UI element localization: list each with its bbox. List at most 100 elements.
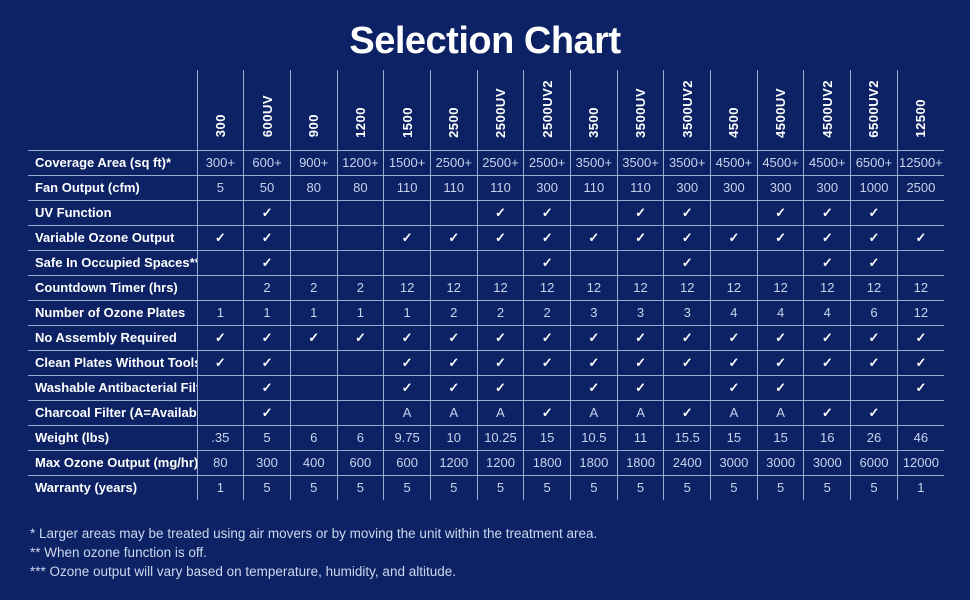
- check-icon: ✓: [214, 229, 226, 245]
- check-icon: ✓: [588, 354, 600, 370]
- check-icon: ✓: [588, 329, 600, 345]
- check-icon: ✓: [681, 204, 693, 220]
- check-icon: ✓: [541, 204, 553, 220]
- cell-check: ✓: [196, 349, 244, 375]
- cell-value: 12: [476, 274, 524, 300]
- cell-value: 46: [896, 424, 944, 450]
- cell-value: 15: [756, 424, 804, 450]
- column-header-label: 2500: [446, 106, 462, 138]
- cell-value: 2500+: [429, 149, 478, 175]
- cell-value: 80: [336, 174, 384, 200]
- check-icon: ✓: [635, 204, 646, 220]
- cell-value: 1: [196, 299, 244, 325]
- check-icon: ✓: [541, 354, 553, 370]
- check-icon: ✓: [728, 229, 740, 245]
- cell-value: 12: [383, 274, 431, 300]
- cell-value: 6: [289, 424, 338, 450]
- cell-value: 2500: [896, 174, 944, 200]
- column-header-300: 300: [196, 70, 244, 150]
- table-row: Coverage Area (sq ft)* 300+ 600+ 900+ 1200+ 1…: [28, 149, 944, 175]
- cell-value: [429, 249, 478, 275]
- cell-value: 5: [803, 474, 851, 500]
- cell-value: [663, 374, 711, 400]
- check-icon: ✓: [681, 329, 693, 345]
- cell-value: 5: [289, 474, 338, 500]
- table-row: Charcoal Filter (A=Available) ✓ A A A ✓ A A ✓ A A ✓…: [28, 399, 944, 425]
- row-label: No Assembly Required: [28, 324, 197, 350]
- cell-check: ✓: [803, 249, 851, 275]
- cell-value: [196, 274, 244, 300]
- column-header-600uv: 600UV: [243, 70, 291, 150]
- check-icon: ✓: [915, 354, 927, 370]
- cell-value: 1000: [850, 174, 898, 200]
- cell-check: ✓: [710, 224, 758, 250]
- check-icon: ✓: [448, 379, 460, 395]
- column-header-1500: 1500: [383, 70, 431, 150]
- cell-value: [616, 249, 664, 275]
- check-icon: ✓: [261, 329, 273, 345]
- cell-value: 5: [616, 474, 664, 500]
- check-icon: ✓: [821, 404, 833, 420]
- cell-check: ✓: [243, 224, 291, 250]
- table-row: Clean Plates Without Tools ✓ ✓ ✓ ✓ ✓ ✓ ✓ ✓ ✓ ✓ ✓ ✓ ✓ ✓: [28, 349, 944, 375]
- column-header-label: 2500UV2: [539, 79, 555, 138]
- cell-value: 5: [663, 474, 711, 500]
- table-row: Weight (lbs) .35 5 6 6 9.75 10 10.25 15 10.5 11 15.…: [28, 424, 944, 450]
- footnote-occupied: ** When ozone function is off.: [30, 545, 207, 560]
- cell-value: [570, 249, 618, 275]
- check-icon: ✓: [635, 354, 646, 370]
- check-icon: ✓: [775, 329, 787, 345]
- cell-value: [336, 249, 384, 275]
- cell-value: 12: [850, 274, 898, 300]
- check-icon: ✓: [728, 354, 740, 370]
- cell-check: ✓: [243, 374, 291, 400]
- cell-check: ✓: [476, 324, 524, 350]
- cell-check: ✓: [243, 324, 291, 350]
- column-header-2500uv: 2500UV: [476, 70, 524, 150]
- cell-value: 3500+: [663, 149, 711, 175]
- cell-check: ✓: [663, 399, 711, 425]
- cell-check: ✓: [429, 349, 478, 375]
- cell-check: ✓: [803, 349, 851, 375]
- cell-value: [336, 349, 384, 375]
- cell-value: 15.5: [663, 424, 711, 450]
- cell-value: 5: [710, 474, 758, 500]
- cell-value: 3: [616, 299, 664, 325]
- cell-value: 1800: [570, 449, 618, 475]
- cell-value: 2400: [663, 449, 711, 475]
- cell-value: 1800: [523, 449, 571, 475]
- cell-value: 6: [850, 299, 898, 325]
- column-header-3500uv: 3500UV: [616, 70, 664, 150]
- cell-check: ✓: [476, 199, 524, 225]
- cell-value: 12: [570, 274, 618, 300]
- footnote-ozone: *** Ozone output will vary based on temp…: [30, 564, 456, 579]
- row-label: Washable Antibacterial Filter: [28, 374, 197, 400]
- check-icon: ✓: [915, 379, 927, 395]
- cell-value: [196, 399, 244, 425]
- column-header-label: 4500: [726, 106, 742, 138]
- check-icon: ✓: [401, 354, 413, 370]
- cell-value: 3: [663, 299, 711, 325]
- row-label: Safe In Occupied Spaces**: [28, 249, 197, 275]
- cell-value: A: [476, 399, 524, 425]
- check-icon: ✓: [821, 204, 833, 220]
- column-header-12500: 12500: [896, 70, 944, 150]
- cell-value: 6000: [850, 449, 898, 475]
- check-icon: ✓: [775, 204, 787, 220]
- footnotes: * Larger areas may be treated using air …: [30, 524, 970, 581]
- cell-check: ✓: [803, 324, 851, 350]
- column-header-label: 4500UV: [773, 87, 789, 138]
- cell-check: ✓: [476, 374, 524, 400]
- cell-value: 4: [710, 299, 758, 325]
- cell-check: ✓: [803, 399, 851, 425]
- cell-value: .35: [196, 424, 244, 450]
- cell-value: 4: [803, 299, 851, 325]
- check-icon: ✓: [448, 354, 460, 370]
- cell-value: 12: [523, 274, 571, 300]
- cell-value: 12: [756, 274, 804, 300]
- check-icon: ✓: [728, 329, 740, 345]
- cell-check: ✓: [850, 399, 898, 425]
- cell-value: [896, 199, 944, 225]
- cell-check: ✓: [523, 199, 571, 225]
- cell-value: 10.5: [570, 424, 618, 450]
